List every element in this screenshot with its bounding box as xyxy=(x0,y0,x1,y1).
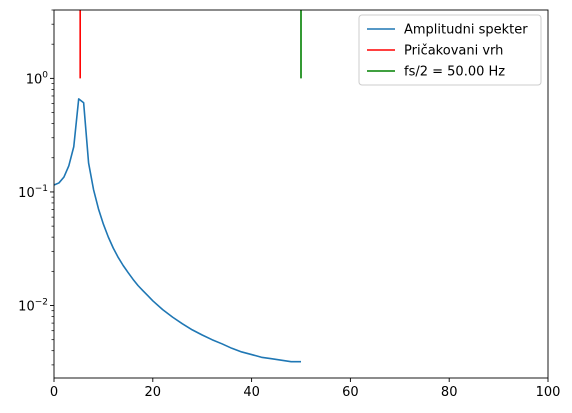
legend-label: fs/2 = 50.00 Hz xyxy=(404,65,505,80)
series-line-amplitude-spectrum xyxy=(54,98,301,363)
x-tick-label: 80 xyxy=(441,385,458,400)
y-tick-label: 10−2 xyxy=(18,298,48,315)
legend: Amplitudni spekter Pričakovani vrh fs/2 = … xyxy=(358,14,542,86)
axes-frame xyxy=(53,9,549,379)
x-tick-label: 0 xyxy=(50,385,58,400)
y-tick-label: 10−1 xyxy=(18,184,48,201)
legend-label: Amplitudni spekter xyxy=(404,23,528,38)
legend-label: Pričakovani vrh xyxy=(404,44,503,59)
x-tick-label: 60 xyxy=(342,385,359,400)
y-axis: 10−2 10−1 100 xyxy=(18,9,54,366)
y-tick-label: 100 xyxy=(26,70,49,87)
x-tick-label: 40 xyxy=(243,385,260,400)
x-axis: 0 20 40 60 80 100 xyxy=(50,378,561,400)
plot-marks xyxy=(54,10,302,363)
x-tick-label: 100 xyxy=(536,385,561,400)
legend-box xyxy=(358,14,542,86)
x-tick-label: 20 xyxy=(145,385,162,400)
